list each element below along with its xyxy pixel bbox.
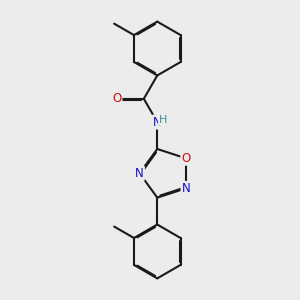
- Text: N: N: [182, 182, 190, 195]
- Text: H: H: [159, 115, 167, 125]
- Text: O: O: [112, 92, 122, 105]
- Text: O: O: [181, 152, 190, 165]
- Text: N: N: [153, 116, 162, 129]
- Text: N: N: [135, 167, 144, 180]
